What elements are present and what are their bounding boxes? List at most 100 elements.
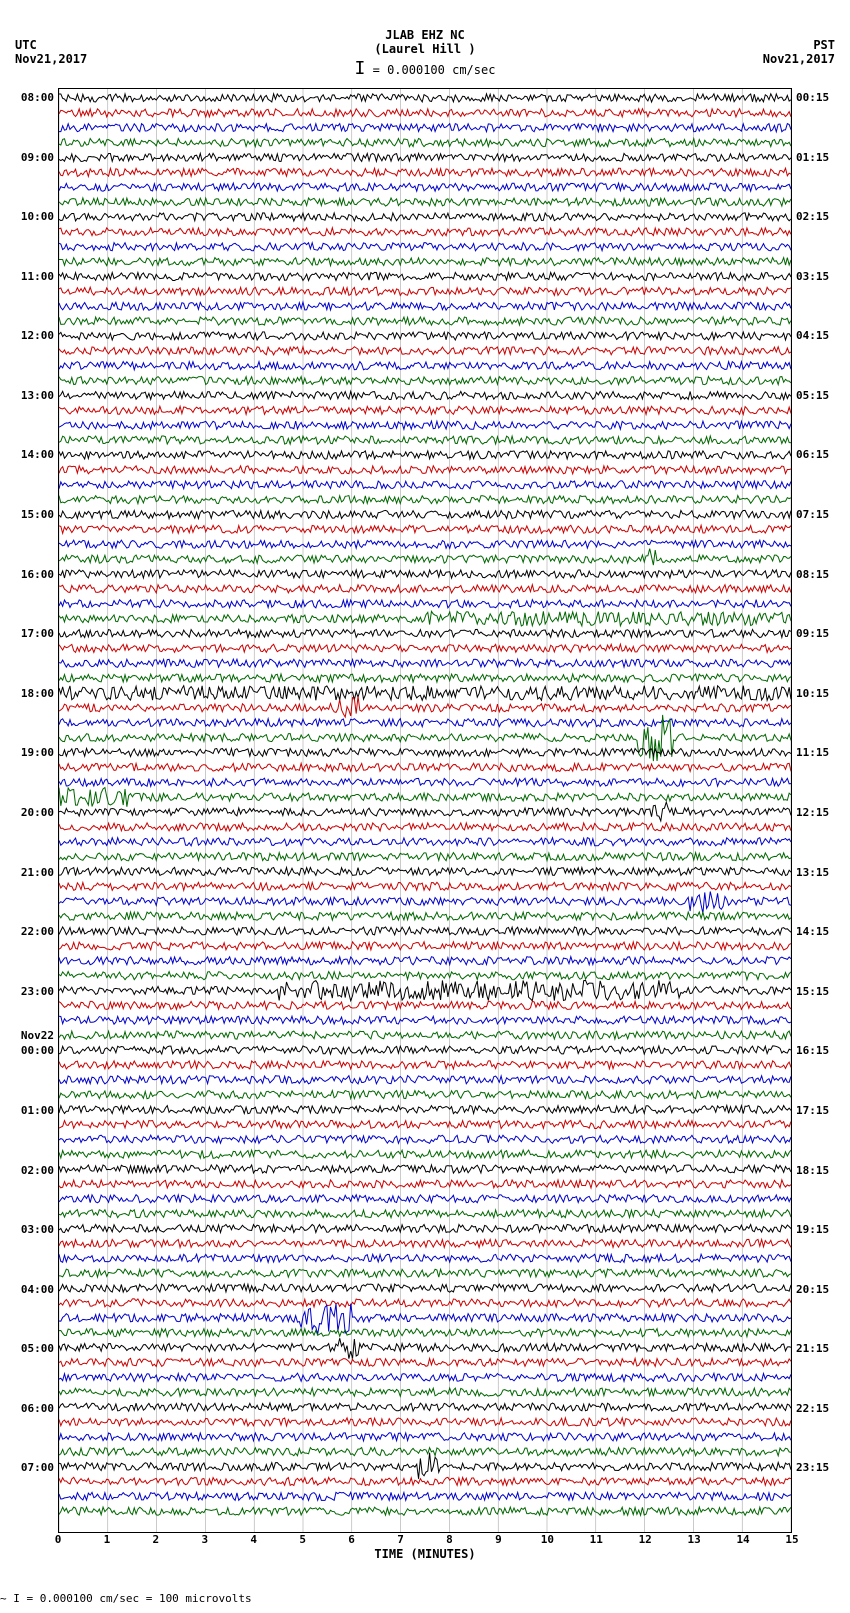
trace-line [59, 659, 791, 667]
trace-line [59, 287, 791, 295]
trace-line [59, 213, 791, 221]
trace-line [59, 124, 791, 132]
trace-line [59, 1061, 791, 1069]
time-label: 11:00 [21, 270, 54, 283]
trace-line [59, 1046, 791, 1054]
trace-line [59, 957, 791, 965]
x-tick: 7 [397, 1533, 404, 1546]
trace-line [59, 980, 791, 1000]
time-label: 19:00 [21, 746, 54, 759]
pst-label: PST [763, 38, 835, 52]
trace-line [59, 451, 791, 459]
trace-line [59, 696, 791, 717]
trace-line [59, 838, 791, 846]
trace-line [59, 629, 791, 637]
trace-line [59, 867, 791, 875]
trace-line [59, 972, 791, 980]
time-label: 00:00 [21, 1044, 54, 1057]
trace-line [59, 748, 791, 756]
trace-line [59, 600, 791, 608]
time-label: 12:15 [796, 806, 829, 819]
trace-line [59, 892, 791, 914]
x-tick: 4 [250, 1533, 257, 1546]
time-label: 03:00 [21, 1223, 54, 1236]
trace-line [59, 719, 791, 727]
x-tick: 2 [153, 1533, 160, 1546]
time-label: 03:15 [796, 270, 829, 283]
time-label: 20:00 [21, 806, 54, 819]
trace-line [59, 1269, 791, 1277]
time-label: 12:00 [21, 329, 54, 342]
trace-line [59, 481, 791, 489]
time-label: 15:00 [21, 508, 54, 521]
x-tick: 13 [688, 1533, 701, 1546]
x-axis-title: TIME (MINUTES) [58, 1547, 792, 1561]
time-label: 05:15 [796, 389, 829, 402]
trace-line [59, 302, 791, 310]
trace-line [59, 421, 791, 429]
trace-line [59, 1091, 791, 1099]
trace-line [59, 882, 791, 890]
trace-line [59, 362, 791, 370]
time-label: 16:00 [21, 568, 54, 581]
time-label: 13:00 [21, 389, 54, 402]
header: UTC Nov21,2017 JLAB EHZ NC (Laurel Hill … [0, 0, 850, 80]
trace-line [59, 1418, 791, 1426]
trace-line [59, 674, 791, 682]
station-title: JLAB EHZ NC (Laurel Hill ) [0, 28, 850, 56]
x-tick: 9 [495, 1533, 502, 1546]
trace-line [59, 549, 791, 566]
time-label: 18:15 [796, 1164, 829, 1177]
trace-line [59, 686, 791, 701]
trace-line [59, 272, 791, 280]
time-label: 07:15 [796, 508, 829, 521]
trace-line [59, 644, 791, 652]
trace-line [59, 1338, 791, 1358]
station-line1: JLAB EHZ NC [0, 28, 850, 42]
trace-line [59, 1180, 791, 1188]
x-tick: 8 [446, 1533, 453, 1546]
time-label: 06:15 [796, 448, 829, 461]
trace-line [59, 243, 791, 251]
trace-line [59, 94, 791, 102]
time-label: 21:15 [796, 1342, 829, 1355]
trace-line [59, 1016, 791, 1024]
trace-line [59, 510, 791, 518]
time-label: Nov22 [21, 1029, 54, 1042]
time-label: 08:00 [21, 91, 54, 104]
time-label: 17:15 [796, 1104, 829, 1117]
time-label: 10:00 [21, 210, 54, 223]
x-tick: 12 [639, 1533, 652, 1546]
trace-line [59, 168, 791, 176]
time-label: 23:00 [21, 985, 54, 998]
seismogram-svg [59, 89, 791, 1532]
trace-line [59, 1388, 791, 1396]
trace-line [59, 1210, 791, 1218]
trace-line [59, 1477, 791, 1485]
time-label: 20:15 [796, 1283, 829, 1296]
trace-line [59, 1492, 791, 1500]
trace-line [59, 1195, 791, 1203]
x-tick: 0 [55, 1533, 62, 1546]
trace-line [59, 778, 791, 786]
trace-line [59, 1001, 791, 1009]
trace-line [59, 525, 791, 533]
station-line2: (Laurel Hill ) [0, 42, 850, 56]
trace-line [59, 436, 791, 444]
time-label: 22:00 [21, 925, 54, 938]
seismogram-page: UTC Nov21,2017 JLAB EHZ NC (Laurel Hill … [0, 0, 850, 1613]
time-label: 18:00 [21, 687, 54, 700]
trace-line [59, 1358, 791, 1366]
trace-line [59, 1224, 791, 1232]
x-tick: 1 [104, 1533, 111, 1546]
trace-line [59, 258, 791, 266]
left-time-axis: 08:0009:0010:0011:0012:0013:0014:0015:00… [0, 88, 56, 1533]
time-label: 14:00 [21, 448, 54, 461]
trace-line [59, 1507, 791, 1515]
time-label: 04:15 [796, 329, 829, 342]
time-label: 10:15 [796, 687, 829, 700]
trace-line [59, 1433, 791, 1441]
scale-bar-icon: I [355, 58, 366, 79]
trace-line [59, 852, 791, 860]
trace-line [59, 942, 791, 950]
